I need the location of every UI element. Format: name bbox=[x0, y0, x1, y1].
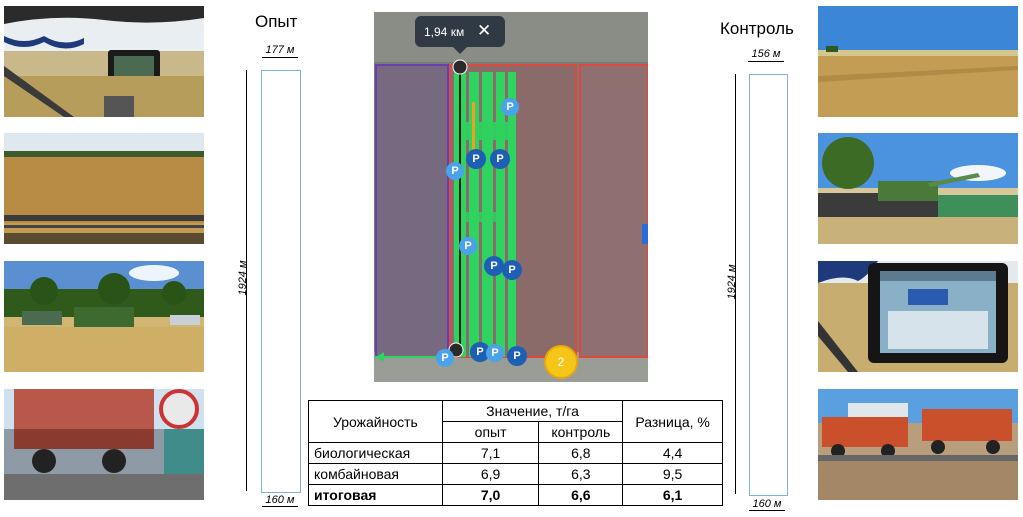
field-map[interactable]: P P P P P P P P P P P 2 bbox=[374, 12, 648, 382]
cell-diff: 9,5 bbox=[622, 463, 723, 485]
photo-cab-display bbox=[818, 261, 1018, 372]
trial-bottom-dimension-line bbox=[262, 506, 298, 507]
map-canvas bbox=[374, 12, 648, 382]
row-label: биологическая bbox=[308, 442, 443, 464]
table-row: биологическая 7,1 6,8 4,4 bbox=[308, 442, 723, 464]
table-row: комбайновая 6,9 6,3 9,5 bbox=[308, 463, 723, 485]
parking-marker[interactable]: P bbox=[466, 149, 486, 169]
cell-control: 6,6 bbox=[538, 484, 624, 506]
photo-combine-unloading bbox=[818, 133, 1018, 244]
photo-field-horizon bbox=[818, 6, 1018, 117]
trial-title: Опыт bbox=[255, 12, 298, 31]
parking-marker[interactable]: P bbox=[502, 260, 522, 280]
control-top-dimension-line bbox=[748, 61, 784, 62]
trial-top-dimension-line bbox=[262, 57, 298, 58]
cell-trial: 7,0 bbox=[441, 484, 540, 506]
close-icon[interactable]: ✕ bbox=[477, 21, 492, 40]
photo-trucks-field bbox=[4, 261, 204, 372]
parking-marker[interactable]: P bbox=[507, 346, 527, 366]
parking-marker[interactable]: P bbox=[501, 98, 519, 116]
control-length: 1924 м bbox=[726, 264, 738, 300]
header-value: Значение, т/га bbox=[441, 400, 624, 422]
parking-marker[interactable]: P bbox=[470, 342, 490, 362]
control-strip bbox=[749, 74, 788, 496]
track-segment-orange bbox=[472, 102, 475, 152]
cell-control: 6,3 bbox=[538, 463, 624, 485]
control-title: Контроль bbox=[720, 19, 794, 38]
measure-start-point bbox=[452, 59, 468, 75]
photo-wheat-field-header bbox=[4, 133, 204, 244]
distance-tooltip: 1,94 км ✕ bbox=[415, 16, 505, 47]
yield-table: Урожайность Значение, т/га Разница, % оп… bbox=[308, 400, 723, 506]
control-length-dimension-line bbox=[735, 74, 736, 494]
parking-marker[interactable]: P bbox=[446, 162, 464, 180]
subheader-control: контроль bbox=[538, 421, 624, 443]
control-bottom-width: 160 м bbox=[752, 498, 782, 510]
cluster-badge[interactable]: 2 bbox=[544, 345, 578, 379]
parking-marker[interactable]: P bbox=[436, 349, 454, 367]
header-yield: Урожайность bbox=[308, 400, 443, 443]
photo-truck-weighbridge bbox=[4, 389, 204, 500]
tooltip-pointer bbox=[453, 47, 467, 54]
parking-marker[interactable]: P bbox=[459, 237, 477, 255]
subheader-trial: опыт bbox=[441, 421, 540, 443]
cell-diff: 4,4 bbox=[622, 442, 723, 464]
table-row-total: итоговая 7,0 6,6 6,1 bbox=[308, 484, 723, 506]
header-diff: Разница, % bbox=[622, 400, 723, 443]
parking-marker[interactable]: P bbox=[484, 256, 504, 276]
cell-trial: 6,9 bbox=[441, 463, 540, 485]
trial-bottom-width: 160 м bbox=[265, 494, 295, 506]
cell-diff: 6,1 bbox=[622, 484, 723, 506]
row-label: итоговая bbox=[308, 484, 443, 506]
cell-control: 6,8 bbox=[538, 442, 624, 464]
control-top-width: 156 м bbox=[751, 48, 781, 60]
row-label: комбайновая bbox=[308, 463, 443, 485]
distance-value: 1,94 км bbox=[424, 25, 465, 39]
trial-length-dimension-line bbox=[246, 70, 247, 491]
control-bottom-dimension-line bbox=[749, 510, 785, 511]
parking-marker[interactable]: P bbox=[486, 344, 504, 362]
photo-combine-cab bbox=[4, 6, 204, 117]
field-boundary-purple bbox=[375, 64, 449, 358]
trial-strip bbox=[261, 70, 301, 493]
cell-trial: 7,1 bbox=[441, 442, 540, 464]
field-boundary-control bbox=[579, 64, 648, 358]
trial-length: 1924 м bbox=[237, 260, 249, 296]
photo-trucks-weighing bbox=[818, 389, 1018, 500]
trial-top-width: 177 м bbox=[265, 44, 295, 56]
parking-marker[interactable]: P bbox=[490, 149, 510, 169]
